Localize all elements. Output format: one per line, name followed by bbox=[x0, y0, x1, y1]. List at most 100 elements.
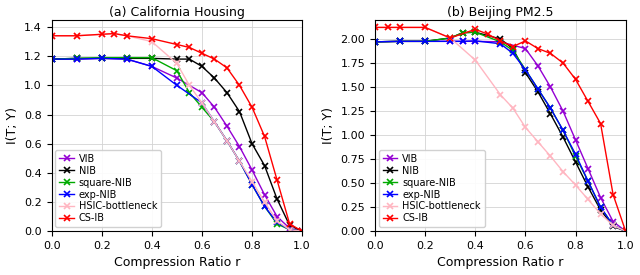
NIB bbox=[596, 208, 604, 212]
exp-NIB bbox=[273, 221, 281, 224]
exp-NIB bbox=[73, 57, 81, 61]
square-NIB bbox=[148, 56, 156, 59]
CS-IB bbox=[48, 34, 56, 37]
HSIC-bottleneck bbox=[98, 33, 106, 36]
VIB bbox=[98, 57, 106, 60]
square-NIB bbox=[396, 40, 404, 43]
HSIC-bottleneck bbox=[472, 59, 479, 62]
HSIC-bottleneck bbox=[447, 36, 454, 40]
HSIC-bottleneck bbox=[371, 26, 379, 29]
CS-IB bbox=[186, 46, 193, 49]
HSIC-bottleneck bbox=[298, 230, 306, 233]
NIB bbox=[396, 40, 404, 43]
Title: (a) California Housing: (a) California Housing bbox=[109, 6, 244, 18]
VIB bbox=[73, 57, 81, 61]
NIB bbox=[559, 135, 567, 139]
NIB bbox=[248, 142, 256, 145]
square-NIB bbox=[286, 228, 294, 231]
HSIC-bottleneck bbox=[534, 140, 542, 144]
square-NIB bbox=[447, 36, 454, 40]
NIB bbox=[260, 164, 268, 167]
NIB bbox=[509, 47, 516, 50]
square-NIB bbox=[547, 106, 554, 110]
square-NIB bbox=[198, 106, 205, 109]
square-NIB bbox=[596, 205, 604, 209]
exp-NIB bbox=[622, 230, 630, 233]
exp-NIB bbox=[421, 40, 429, 43]
Line: HSIC-bottleneck: HSIC-bottleneck bbox=[372, 25, 628, 234]
CS-IB bbox=[534, 47, 542, 50]
CS-IB bbox=[110, 32, 118, 35]
HSIC-bottleneck bbox=[223, 139, 231, 142]
NIB bbox=[273, 197, 281, 201]
exp-NIB bbox=[572, 153, 579, 156]
HSIC-bottleneck bbox=[273, 219, 281, 222]
HSIC-bottleneck bbox=[198, 101, 205, 104]
NIB bbox=[584, 185, 592, 189]
exp-NIB bbox=[286, 228, 294, 231]
exp-NIB bbox=[48, 57, 56, 61]
square-NIB bbox=[509, 49, 516, 52]
HSIC-bottleneck bbox=[48, 34, 56, 37]
VIB bbox=[286, 227, 294, 230]
HSIC-bottleneck bbox=[547, 155, 554, 158]
Line: CS-IB: CS-IB bbox=[49, 31, 305, 234]
CS-IB bbox=[273, 178, 281, 182]
VIB bbox=[248, 168, 256, 172]
VIB bbox=[596, 196, 604, 199]
HSIC-bottleneck bbox=[572, 183, 579, 187]
square-NIB bbox=[260, 205, 268, 208]
VIB bbox=[534, 64, 542, 67]
square-NIB bbox=[273, 222, 281, 226]
NIB bbox=[73, 57, 81, 60]
HSIC-bottleneck bbox=[73, 34, 81, 37]
exp-NIB bbox=[522, 68, 529, 71]
Line: square-NIB: square-NIB bbox=[372, 29, 628, 234]
exp-NIB bbox=[223, 139, 231, 142]
square-NIB bbox=[584, 180, 592, 183]
CS-IB bbox=[286, 222, 294, 226]
VIB bbox=[223, 125, 231, 128]
Line: NIB: NIB bbox=[49, 56, 305, 234]
CS-IB bbox=[572, 78, 579, 81]
VIB bbox=[198, 91, 205, 94]
VIB bbox=[211, 106, 218, 109]
VIB bbox=[459, 40, 467, 43]
square-NIB bbox=[559, 129, 567, 132]
CS-IB bbox=[248, 106, 256, 109]
CS-IB bbox=[123, 34, 131, 37]
HSIC-bottleneck bbox=[622, 230, 630, 233]
NIB bbox=[173, 57, 180, 61]
HSIC-bottleneck bbox=[186, 84, 193, 87]
NIB bbox=[421, 40, 429, 43]
CS-IB bbox=[73, 34, 81, 37]
CS-IB bbox=[211, 57, 218, 61]
VIB bbox=[559, 109, 567, 113]
NIB bbox=[286, 224, 294, 227]
CS-IB bbox=[547, 52, 554, 55]
NIB bbox=[371, 40, 379, 43]
NIB bbox=[48, 57, 56, 61]
exp-NIB bbox=[198, 101, 205, 104]
NIB bbox=[186, 57, 193, 61]
HSIC-bottleneck bbox=[286, 228, 294, 231]
square-NIB bbox=[534, 87, 542, 90]
CS-IB bbox=[173, 43, 180, 46]
Line: CS-IB: CS-IB bbox=[372, 25, 628, 234]
CS-IB bbox=[509, 45, 516, 48]
exp-NIB bbox=[559, 129, 567, 132]
exp-NIB bbox=[534, 87, 542, 90]
NIB bbox=[497, 37, 504, 41]
NIB bbox=[534, 90, 542, 94]
VIB bbox=[48, 57, 56, 61]
VIB bbox=[236, 145, 243, 148]
CS-IB bbox=[497, 39, 504, 43]
VIB bbox=[421, 40, 429, 43]
square-NIB bbox=[622, 230, 630, 233]
CS-IB bbox=[384, 26, 392, 29]
Line: exp-NIB: exp-NIB bbox=[372, 38, 628, 234]
exp-NIB bbox=[211, 120, 218, 123]
HSIC-bottleneck bbox=[421, 26, 429, 29]
square-NIB bbox=[298, 230, 306, 233]
exp-NIB bbox=[98, 57, 106, 60]
